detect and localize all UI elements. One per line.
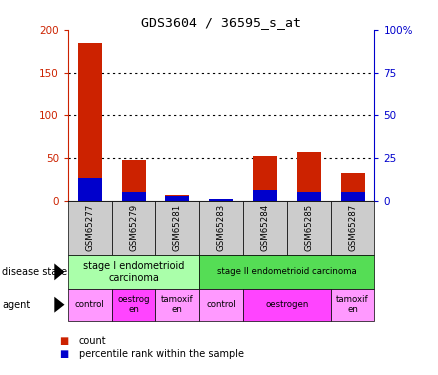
Text: control: control [75, 300, 105, 309]
Text: GSM65277: GSM65277 [85, 204, 94, 251]
Text: GSM65281: GSM65281 [173, 204, 182, 251]
Bar [209, 199, 233, 201]
Bar [122, 160, 145, 201]
Text: control: control [206, 300, 236, 309]
Polygon shape [54, 297, 64, 313]
Text: agent: agent [2, 300, 30, 310]
Title: GDS3604 / 36595_s_at: GDS3604 / 36595_s_at [141, 16, 301, 29]
Text: count: count [79, 336, 106, 346]
Bar [297, 152, 321, 201]
Text: tamoxif
en: tamoxif en [161, 295, 194, 314]
Bar [253, 156, 277, 201]
Bar [209, 199, 233, 201]
Text: percentile rank within the sample: percentile rank within the sample [79, 350, 244, 359]
Bar [297, 192, 321, 201]
Bar [166, 195, 190, 201]
Polygon shape [54, 263, 64, 280]
Text: stage I endometrioid
carcinoma: stage I endometrioid carcinoma [83, 261, 184, 283]
Bar [78, 43, 102, 201]
Bar [341, 173, 364, 201]
Text: ■: ■ [59, 350, 68, 359]
Text: GSM65285: GSM65285 [304, 204, 313, 251]
Text: stage II endometrioid carcinoma: stage II endometrioid carcinoma [217, 267, 357, 276]
Text: tamoxif
en: tamoxif en [336, 295, 369, 314]
Text: oestrogen: oestrogen [265, 300, 309, 309]
Text: ■: ■ [59, 336, 68, 346]
Bar [341, 192, 364, 201]
Text: disease state: disease state [2, 267, 67, 277]
Text: GSM65284: GSM65284 [261, 204, 269, 251]
Text: oestrog
en: oestrog en [117, 295, 150, 314]
Bar [253, 190, 277, 201]
Bar [166, 195, 190, 201]
Text: GSM65287: GSM65287 [348, 204, 357, 251]
Bar [78, 178, 102, 201]
Text: GSM65279: GSM65279 [129, 204, 138, 251]
Bar [122, 192, 145, 201]
Text: GSM65283: GSM65283 [217, 204, 226, 251]
